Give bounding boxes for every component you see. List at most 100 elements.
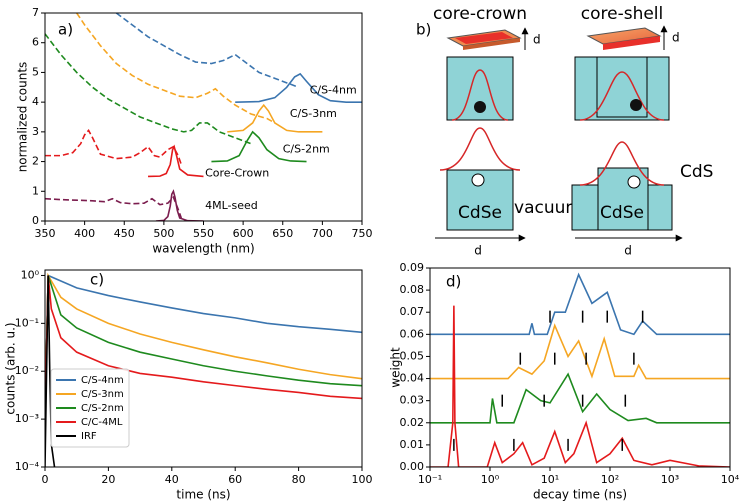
y-tick-label: 5 — [32, 65, 39, 78]
y-tick-label: 0.01 — [400, 438, 425, 451]
y-tick-label: 10⁻⁴ — [15, 460, 40, 473]
x-tick-label: 10¹ — [541, 473, 559, 486]
x-tick-label: 60 — [228, 473, 242, 486]
panel-label: c) — [90, 271, 104, 289]
wavefunction — [451, 69, 509, 121]
y-tick-label: 10⁻³ — [15, 412, 39, 425]
series-label: C/S-2nm — [283, 143, 330, 156]
series-line — [45, 275, 56, 467]
series-line — [211, 130, 307, 163]
platelet-edge — [603, 36, 660, 50]
x-tick-label: 10⁻¹ — [418, 473, 442, 486]
y-tick-label: 4 — [32, 95, 39, 108]
plot-area — [45, 13, 362, 221]
axes-frame — [44, 12, 363, 222]
y-tick-label: 7 — [32, 6, 39, 19]
x-axis-label: wavelength (nm) — [152, 242, 254, 256]
x-tick-label: 10⁰ — [481, 473, 500, 486]
series-line — [45, 274, 362, 420]
plot-area — [45, 272, 362, 467]
series-line — [430, 272, 730, 336]
axes-frame — [44, 269, 363, 468]
shell-label: CdS — [680, 162, 713, 182]
symbol: d — [672, 31, 680, 45]
series-line — [45, 33, 252, 145]
x-tick-label: 500 — [153, 227, 174, 240]
panel: 350 400 450 500 550 600 650 700 750 0 1 2 3 4 5 6 7 4ML-s… — [16, 6, 373, 256]
legend-label: C/C-4ML — [81, 417, 123, 428]
series-label: Core-Crown — [205, 166, 269, 179]
series-line — [45, 275, 362, 420]
legend-label: C/S-3nm — [81, 389, 124, 400]
wavefunction — [579, 141, 665, 186]
x-tick-label: 10³ — [661, 473, 679, 486]
wavefunction — [439, 127, 521, 171]
hole — [471, 173, 485, 187]
diagram: b) core-crown core-shell d d CdSe vacuum… — [416, 4, 713, 258]
y-tick-label: 2 — [32, 155, 39, 168]
hole — [627, 175, 641, 189]
panel-label: a) — [58, 21, 73, 39]
core-label: CdSe — [600, 203, 644, 223]
y-axis-label: counts (arb. u.) — [4, 322, 18, 414]
y-axis-label: normalized counts — [16, 62, 30, 173]
y-tick-label: 0.03 — [400, 394, 425, 407]
panel: 10⁻¹ 10⁰ 10¹ 10² 10³ 10⁴ 0.00 0.01 0.02 0.03 0.04 0… — [389, 261, 740, 502]
y-tick-label: 0.09 — [400, 261, 425, 274]
x-tick-label: 0 — [42, 473, 49, 486]
series-line — [115, 13, 299, 89]
y-tick-label: 0 — [32, 214, 39, 227]
x-tick-label: 350 — [35, 227, 56, 240]
legend-label: C/S-4nm — [81, 375, 124, 386]
medium-label: vacuum — [514, 198, 582, 218]
x-tick-label: 650 — [272, 227, 293, 240]
platelet-core — [455, 32, 513, 44]
series-label: C/S-4nm — [310, 83, 357, 96]
structure-title: core-crown — [433, 4, 527, 24]
series-line — [76, 13, 276, 124]
electron — [630, 99, 642, 111]
x-tick-label: 700 — [312, 227, 333, 240]
series-label: C/S-3nm — [290, 107, 337, 120]
legend-box — [50, 368, 130, 448]
core-label: CdSe — [458, 203, 502, 223]
axes-frame — [429, 267, 731, 468]
y-tick-label: 0.06 — [400, 327, 425, 340]
legend: C/S-4nm C/S-3nm C/S-2nm C/C-4ML IRF — [50, 368, 130, 448]
y-tick-label: 0.00 — [400, 460, 425, 473]
y-tick-label: 0.04 — [400, 372, 425, 385]
panel: 0 20 40 60 80 100 10⁻⁴ 10⁻³ 10⁻² 10⁻¹ 10⁰ time (ns)… — [4, 268, 373, 501]
x-tick-label: 100 — [352, 473, 373, 486]
y-tick-label: 0.07 — [400, 305, 425, 318]
x-tick-label: 80 — [292, 473, 306, 486]
y-tick-label: 0.05 — [400, 349, 425, 362]
x-axis-label: decay time (ns) — [533, 488, 627, 502]
series-label: 4ML-seed — [205, 199, 258, 212]
symbol: d — [474, 244, 482, 258]
x-axis-label: time (ns) — [176, 488, 230, 502]
platelet-edge — [463, 38, 520, 50]
x-tick-label: 400 — [74, 227, 95, 240]
y-tick-label: 0.02 — [400, 416, 425, 429]
series-line — [45, 275, 362, 420]
legend-label: C/S-2nm — [81, 403, 124, 414]
y-tick-label: 6 — [32, 36, 39, 49]
structure-title: core-shell — [581, 4, 664, 24]
y-tick-label: 10⁻¹ — [15, 316, 39, 329]
series-line — [430, 305, 730, 467]
legend-label: IRF — [81, 431, 97, 442]
series-line — [45, 128, 183, 165]
symbol: d — [624, 244, 632, 258]
x-tick-label: 10² — [601, 473, 619, 486]
y-tick-label: 0.08 — [400, 283, 425, 296]
well — [574, 56, 670, 121]
series-line — [227, 103, 323, 133]
panel-label: d) — [446, 273, 461, 291]
wavefunction — [579, 71, 665, 121]
series-line — [430, 372, 730, 424]
x-tick-label: 550 — [193, 227, 214, 240]
series-line — [45, 195, 183, 219]
series-line — [148, 144, 204, 178]
